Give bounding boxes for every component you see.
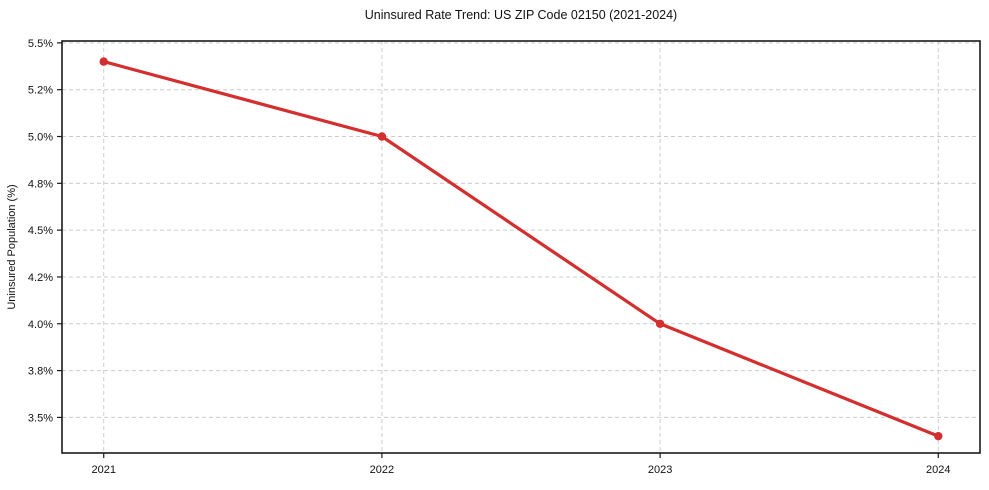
y-tick-label: 3.8% (28, 366, 53, 378)
y-tick-label: 5.5% (28, 38, 53, 50)
data-point-2022 (377, 132, 387, 141)
trend-line (102, 59, 940, 438)
x-tick-label: 2021 (91, 464, 115, 476)
y-tick-label: 5.2% (28, 85, 53, 97)
y-tick-label: 4.0% (28, 319, 53, 331)
plot-border (61, 40, 981, 454)
x-tick-label: 2024 (926, 464, 950, 476)
x-tick-label: 2023 (648, 464, 672, 476)
y-tick-label: 5.0% (28, 132, 53, 144)
y-tick-label: 3.5% (28, 412, 53, 424)
data-point-2023 (655, 319, 665, 328)
y-tick-label: 4.5% (28, 225, 53, 237)
chart-title: Uninsured Rate Trend: US ZIP Code 02150 … (364, 8, 678, 22)
data-point-2021 (99, 57, 108, 66)
x-tick-label: 2022 (370, 464, 394, 476)
data-point-2024 (934, 431, 943, 441)
y-tick-label: 4.8% (28, 178, 53, 190)
y-tick-label: 4.2% (28, 272, 53, 284)
